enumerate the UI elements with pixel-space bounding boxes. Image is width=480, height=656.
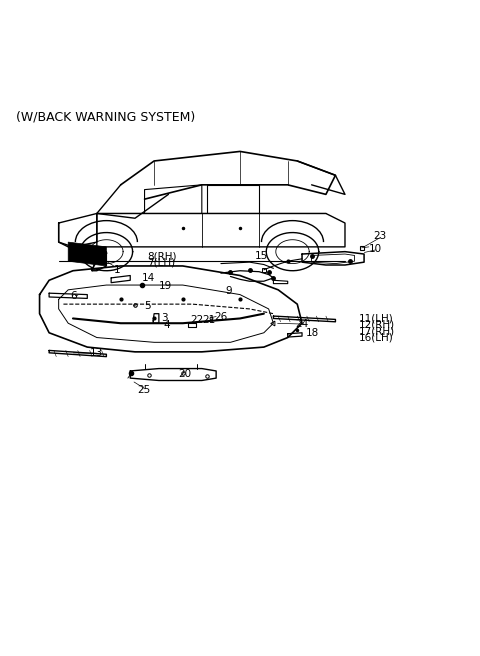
Text: 17(RH): 17(RH) bbox=[360, 326, 396, 337]
Text: 26: 26 bbox=[214, 312, 227, 322]
Text: 2: 2 bbox=[90, 262, 96, 272]
Text: 13: 13 bbox=[90, 348, 103, 358]
Text: 25: 25 bbox=[137, 385, 151, 395]
Text: 21: 21 bbox=[202, 316, 215, 325]
Text: 10: 10 bbox=[369, 244, 382, 255]
Text: 12(RH): 12(RH) bbox=[360, 319, 396, 330]
Text: 7(LH): 7(LH) bbox=[147, 257, 175, 267]
Text: 24: 24 bbox=[295, 319, 308, 329]
Text: 1: 1 bbox=[114, 265, 120, 275]
Text: 11(LH): 11(LH) bbox=[360, 314, 394, 323]
Polygon shape bbox=[68, 242, 107, 266]
Text: 15: 15 bbox=[254, 251, 267, 262]
Text: 6: 6 bbox=[71, 291, 77, 301]
Text: 3: 3 bbox=[161, 312, 168, 323]
Text: 22: 22 bbox=[190, 316, 203, 325]
Text: 9: 9 bbox=[226, 286, 232, 296]
Text: (W/BACK WARNING SYSTEM): (W/BACK WARNING SYSTEM) bbox=[16, 111, 195, 124]
Text: 14: 14 bbox=[142, 274, 156, 283]
Text: 23: 23 bbox=[373, 231, 387, 241]
Text: 5: 5 bbox=[144, 300, 151, 310]
Text: 8(RH): 8(RH) bbox=[147, 251, 177, 262]
Text: 19: 19 bbox=[159, 281, 172, 291]
Text: 20: 20 bbox=[178, 369, 191, 379]
Text: 4: 4 bbox=[164, 320, 170, 330]
Text: 16(LH): 16(LH) bbox=[360, 333, 394, 342]
Text: 18: 18 bbox=[306, 328, 319, 338]
